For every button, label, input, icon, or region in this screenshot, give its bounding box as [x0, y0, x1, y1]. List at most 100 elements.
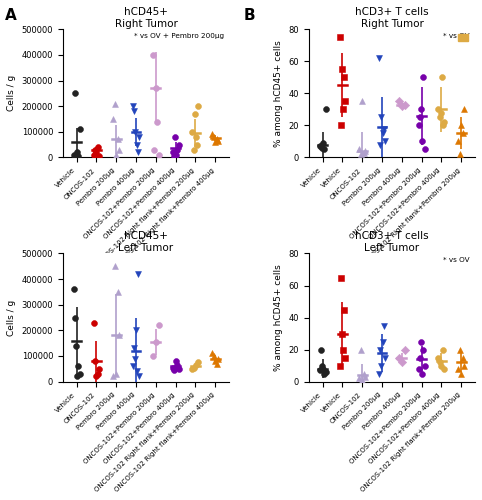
Point	[72, 342, 80, 349]
Y-axis label: Cells / g: Cells / g	[7, 300, 16, 336]
Point	[418, 370, 426, 378]
Point	[362, 147, 369, 155]
Point	[335, 34, 343, 42]
Point	[360, 148, 368, 156]
Point	[455, 365, 462, 373]
Point	[93, 372, 100, 380]
Point	[380, 124, 388, 132]
Point	[417, 106, 425, 114]
Point	[73, 148, 80, 156]
Point	[441, 365, 448, 373]
Point	[455, 138, 462, 145]
Point	[436, 358, 444, 366]
Point	[376, 140, 384, 148]
Point	[342, 98, 349, 106]
Point	[195, 358, 202, 366]
Point	[111, 100, 119, 108]
Point	[174, 146, 181, 154]
Point	[155, 321, 162, 329]
Point	[188, 128, 196, 136]
Point	[339, 346, 347, 354]
Point	[317, 142, 325, 150]
Point	[94, 370, 102, 378]
Point	[456, 150, 464, 158]
Point	[321, 146, 328, 154]
Point	[357, 346, 365, 354]
Point	[439, 122, 447, 130]
Point	[359, 376, 366, 384]
Point	[131, 354, 139, 362]
Point	[150, 146, 158, 154]
Point	[317, 346, 325, 354]
Point	[381, 138, 389, 145]
Point	[322, 106, 330, 114]
Point	[355, 146, 363, 154]
Point	[417, 338, 425, 345]
Point	[109, 115, 117, 123]
Point	[459, 130, 467, 138]
Point	[131, 108, 138, 116]
Point	[401, 100, 409, 108]
Point	[75, 362, 82, 370]
Point	[359, 98, 366, 106]
Point	[435, 354, 442, 362]
Point	[169, 364, 176, 372]
Point	[375, 370, 383, 378]
Point	[421, 146, 428, 154]
Point	[213, 360, 221, 368]
Point	[70, 151, 78, 159]
Point	[135, 372, 143, 380]
Point	[419, 74, 427, 82]
Point	[90, 318, 97, 326]
Title: hCD45+
Right Tumor: hCD45+ Right Tumor	[115, 7, 177, 28]
Point	[210, 133, 217, 141]
Text: * vs OV: * vs OV	[443, 258, 470, 264]
Point	[112, 151, 120, 159]
Point	[316, 366, 323, 374]
Point	[419, 346, 427, 354]
Point	[380, 322, 388, 330]
Text: * vs OV + Pembro 200μg: * vs OV + Pembro 200μg	[134, 33, 224, 39]
Point	[335, 362, 343, 370]
Point	[190, 364, 198, 372]
Point	[460, 106, 468, 114]
Point	[171, 133, 179, 141]
Point	[381, 354, 389, 362]
Point	[208, 130, 216, 138]
Point	[135, 133, 143, 141]
Point	[437, 108, 445, 116]
Point	[74, 152, 82, 160]
Text: A: A	[5, 8, 16, 22]
Point	[192, 361, 200, 369]
Point	[94, 143, 102, 151]
Point	[337, 274, 345, 281]
Point	[175, 140, 183, 148]
Point	[320, 365, 327, 373]
Point	[169, 148, 176, 156]
Point	[133, 140, 141, 148]
Y-axis label: % among hCD45+ cells: % among hCD45+ cells	[274, 40, 283, 146]
Point	[91, 357, 99, 365]
Point	[191, 110, 199, 118]
Point	[377, 114, 385, 122]
Point	[322, 368, 330, 376]
Point	[173, 151, 180, 159]
Point	[438, 362, 445, 370]
Point	[132, 128, 139, 136]
Point	[457, 370, 465, 378]
Point	[93, 148, 100, 156]
Point	[415, 365, 423, 373]
Y-axis label: Cells / g: Cells / g	[7, 75, 16, 112]
Point	[459, 354, 467, 362]
Point	[112, 370, 120, 378]
Point	[129, 102, 137, 110]
Point	[170, 152, 178, 160]
Point	[170, 366, 178, 374]
Point	[195, 102, 202, 110]
Point	[149, 51, 157, 59]
Point	[401, 346, 409, 354]
Point	[132, 326, 140, 334]
Y-axis label: % among hCD45+ cells: % among hCD45+ cells	[274, 264, 283, 371]
Point	[395, 98, 403, 106]
Point	[149, 352, 157, 360]
